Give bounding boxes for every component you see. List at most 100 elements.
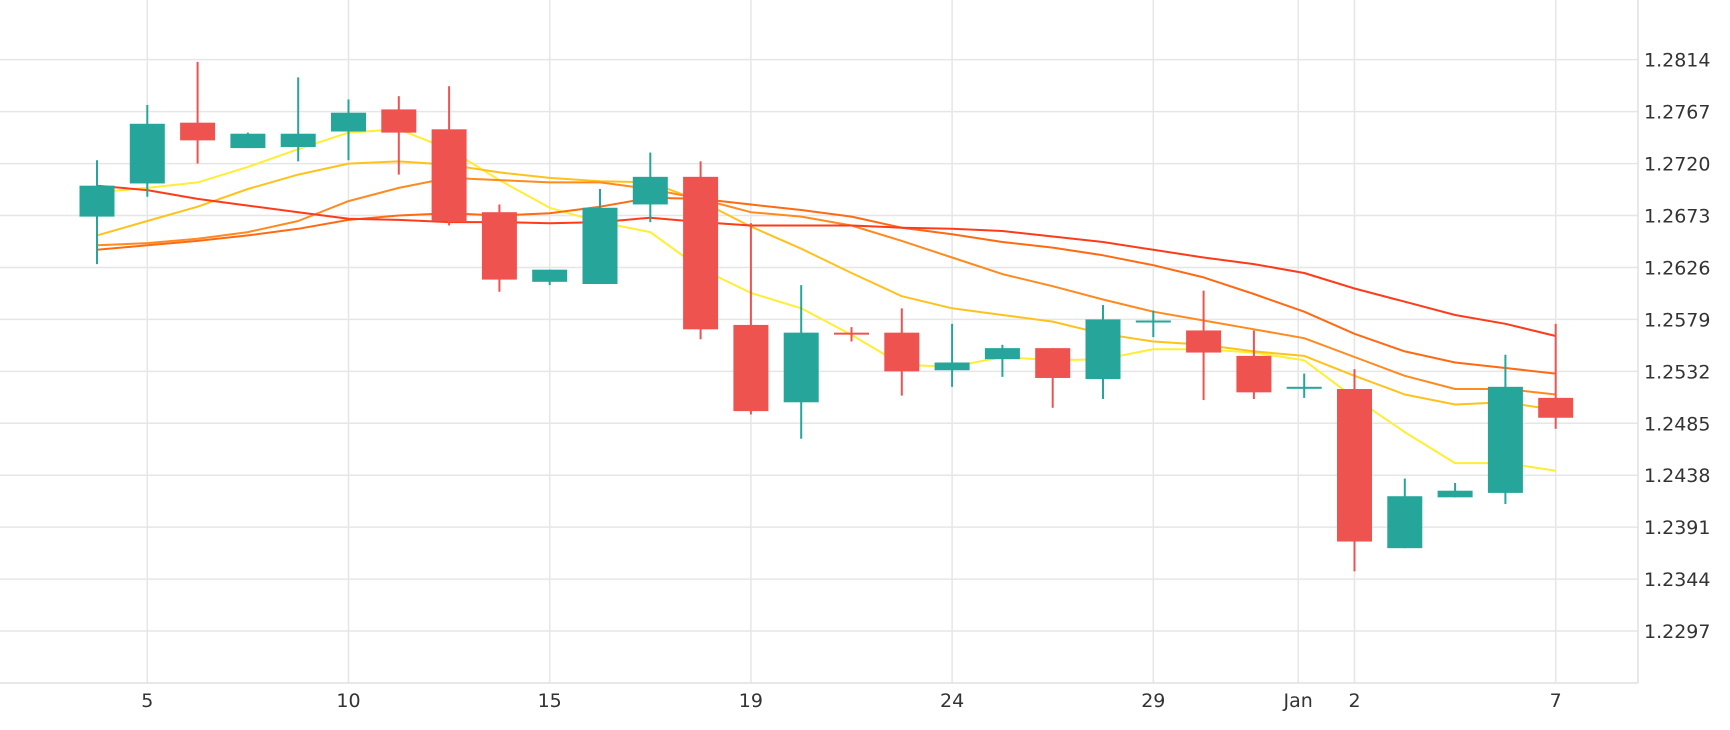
x-axis: 5 10 15 19 24 29 Jan 2 7 <box>0 682 1638 712</box>
x-tick-label: 5 <box>141 690 153 712</box>
candle-body <box>280 133 316 147</box>
candle-body <box>632 176 668 205</box>
x-tick-label: 29 <box>1141 690 1165 712</box>
candle-body <box>230 133 266 149</box>
moving-average-line <box>96 184 1556 337</box>
candle <box>280 77 316 162</box>
candle-wick <box>1554 323 1557 429</box>
candle-body <box>381 109 417 133</box>
moving-average-line <box>96 128 1556 472</box>
candle-body <box>1538 397 1574 418</box>
candle-body <box>984 348 1020 360</box>
candle-wick <box>196 61 199 164</box>
candle-body <box>582 207 618 285</box>
y-tick-label: 1.2673 <box>1644 206 1710 228</box>
x-tick-label: 24 <box>940 690 964 712</box>
candle <box>431 86 467 226</box>
y-tick-label: 1.2720 <box>1644 154 1710 176</box>
candles <box>79 61 1574 572</box>
candle-body <box>1035 348 1071 378</box>
candle-wick <box>749 223 752 415</box>
candle <box>1085 305 1121 399</box>
candle-wick <box>297 77 300 162</box>
candle-body <box>934 362 970 371</box>
candle <box>683 161 719 340</box>
candle-body <box>1236 355 1272 393</box>
y-tick-label: 1.2579 <box>1644 309 1710 331</box>
moving-average-line <box>96 196 1556 375</box>
candle-wick <box>1454 482 1457 498</box>
candle-body <box>1186 330 1222 353</box>
candle-wick <box>951 323 954 387</box>
candle <box>733 223 769 415</box>
candle <box>1035 348 1071 408</box>
candle-body <box>1286 386 1322 389</box>
candle-body <box>1135 320 1171 323</box>
y-tick-label: 1.2767 <box>1644 102 1710 124</box>
candle <box>532 269 568 286</box>
moving-average-line <box>96 176 1556 396</box>
x-tick-label: 10 <box>336 690 360 712</box>
candle <box>1186 290 1222 401</box>
x-tick-label: 19 <box>739 690 763 712</box>
y-tick-label: 1.2344 <box>1644 569 1710 591</box>
candle <box>1437 482 1473 498</box>
candle <box>582 188 618 285</box>
candle-wick <box>1001 344 1004 377</box>
candle-body <box>331 112 366 132</box>
candle <box>1135 310 1171 338</box>
candle <box>381 96 417 175</box>
candle <box>632 152 668 223</box>
y-tick-label: 1.2532 <box>1644 361 1710 383</box>
candle-body <box>129 123 165 184</box>
candle-body <box>79 185 115 217</box>
candle-body <box>1487 386 1523 493</box>
candle-body <box>683 176 719 330</box>
candle-body <box>532 269 568 282</box>
candle-body <box>783 332 819 403</box>
candle <box>1286 373 1322 398</box>
candle <box>1236 330 1272 399</box>
candle <box>783 285 819 439</box>
candle-wick <box>1152 310 1155 338</box>
x-tick-label: Jan <box>1283 690 1313 712</box>
candle <box>984 344 1020 377</box>
candle <box>79 160 115 265</box>
x-tick-label: 15 <box>538 690 562 712</box>
grid-lines <box>0 0 1638 683</box>
y-tick-label: 1.2626 <box>1644 257 1710 279</box>
candle-wick <box>1303 373 1306 398</box>
candle <box>180 61 216 164</box>
y-axis: 1.2814 1.2767 1.2720 1.2673 1.2626 1.2579 1.25… <box>1637 0 1710 683</box>
y-tick-label: 1.2438 <box>1644 465 1710 487</box>
y-tick-label: 1.2297 <box>1644 621 1710 643</box>
candle-body <box>1337 389 1372 542</box>
candle-body <box>1085 319 1121 380</box>
candle <box>1337 369 1372 572</box>
candle <box>481 204 517 292</box>
moving-average-lines <box>96 128 1556 472</box>
candle <box>129 104 165 197</box>
candle <box>1487 354 1523 504</box>
candle <box>1538 323 1574 429</box>
candle-body <box>884 332 920 372</box>
candle-wick <box>397 96 400 175</box>
candle-body <box>1437 490 1473 498</box>
y-tick-label: 1.2391 <box>1644 517 1710 539</box>
candle <box>834 327 869 342</box>
candle-body <box>481 212 517 280</box>
moving-average-line <box>96 160 1556 411</box>
candle <box>331 99 366 161</box>
x-tick-label: 7 <box>1550 690 1562 712</box>
candle-body <box>733 324 769 412</box>
candle <box>934 323 970 387</box>
candle-body <box>431 129 467 222</box>
candle <box>230 132 266 149</box>
candle <box>884 308 920 396</box>
x-tick-label: 2 <box>1348 690 1360 712</box>
y-tick-label: 1.2485 <box>1644 413 1710 435</box>
candle <box>1387 478 1423 549</box>
candle-body <box>180 122 216 141</box>
